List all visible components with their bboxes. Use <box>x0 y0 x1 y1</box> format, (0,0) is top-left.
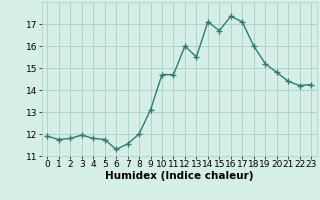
X-axis label: Humidex (Indice chaleur): Humidex (Indice chaleur) <box>105 171 253 181</box>
